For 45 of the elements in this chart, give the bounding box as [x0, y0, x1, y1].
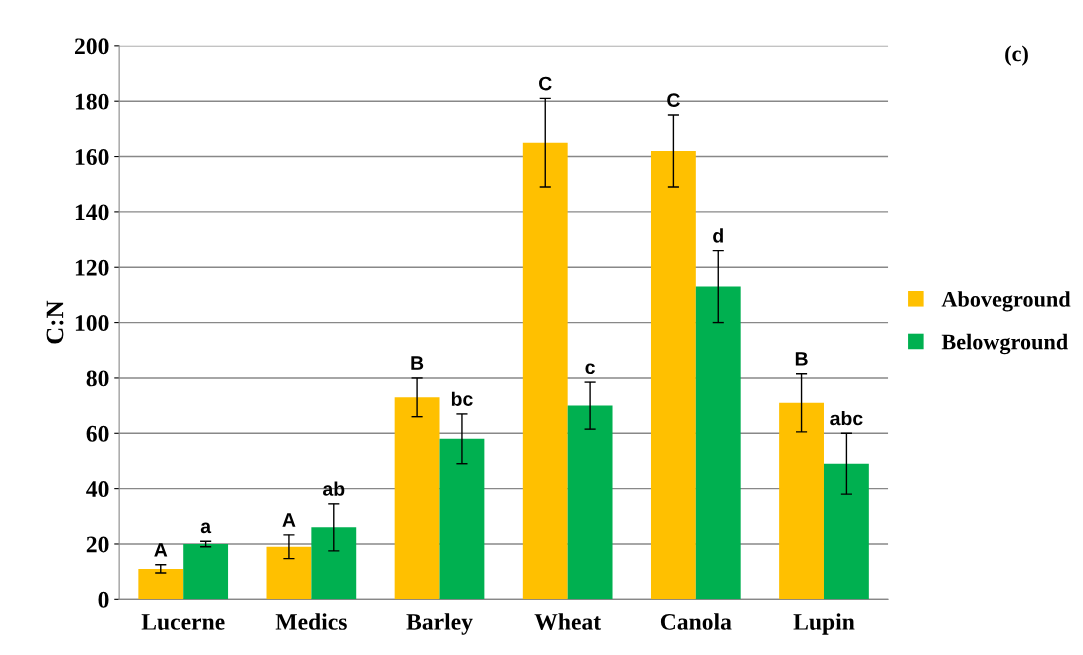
y-tick-label: 180 — [75, 93, 109, 110]
x-tick-label: Wheat — [534, 613, 602, 630]
y-tick-label: 60 — [86, 425, 109, 442]
data-label: A — [154, 543, 168, 557]
bar — [138, 568, 184, 600]
x-tick-label: Lupin — [793, 613, 855, 635]
y-tick-label: 20 — [86, 536, 109, 553]
y-tick-label: 140 — [75, 204, 109, 221]
bar — [779, 402, 824, 600]
y-tick-label: 80 — [86, 370, 109, 387]
bar — [439, 438, 485, 600]
data-label: ab — [323, 481, 345, 496]
bar — [394, 397, 440, 600]
legend-label: Aboveground — [941, 291, 1071, 312]
bar — [650, 151, 696, 600]
bar — [567, 405, 613, 600]
data-label: abc — [830, 411, 863, 426]
y-tick-label: 200 — [74, 38, 109, 55]
data-label: C — [539, 76, 552, 91]
y-tick-label: 100 — [75, 315, 109, 332]
data-label: bc — [451, 391, 473, 406]
bar — [823, 463, 869, 600]
data-label: c — [585, 363, 595, 375]
y-tick-label: 40 — [86, 481, 109, 498]
data-label: B — [795, 352, 808, 366]
x-tick-label: Lucerne — [141, 614, 225, 630]
y-axis-title: C:N — [46, 300, 64, 344]
x-tick-label: Barley — [406, 613, 473, 635]
bar — [311, 527, 357, 600]
data-label: C — [667, 93, 680, 108]
bar — [695, 286, 741, 600]
x-tick-label: Canola — [660, 613, 732, 630]
y-tick-label: 160 — [75, 149, 109, 165]
data-label: d — [713, 228, 723, 243]
x-tick-label: Medics — [275, 613, 347, 630]
data-label: B — [411, 356, 424, 370]
bar — [183, 543, 229, 600]
data-label: a — [200, 522, 212, 534]
bar — [266, 546, 312, 600]
y-tick-label: 120 — [75, 259, 109, 276]
y-tick-label: 0 — [98, 591, 109, 608]
text: (c) — [1005, 45, 1028, 66]
bar — [522, 142, 568, 600]
data-label: A — [282, 513, 296, 527]
legend-label: Belowground — [941, 333, 1068, 355]
